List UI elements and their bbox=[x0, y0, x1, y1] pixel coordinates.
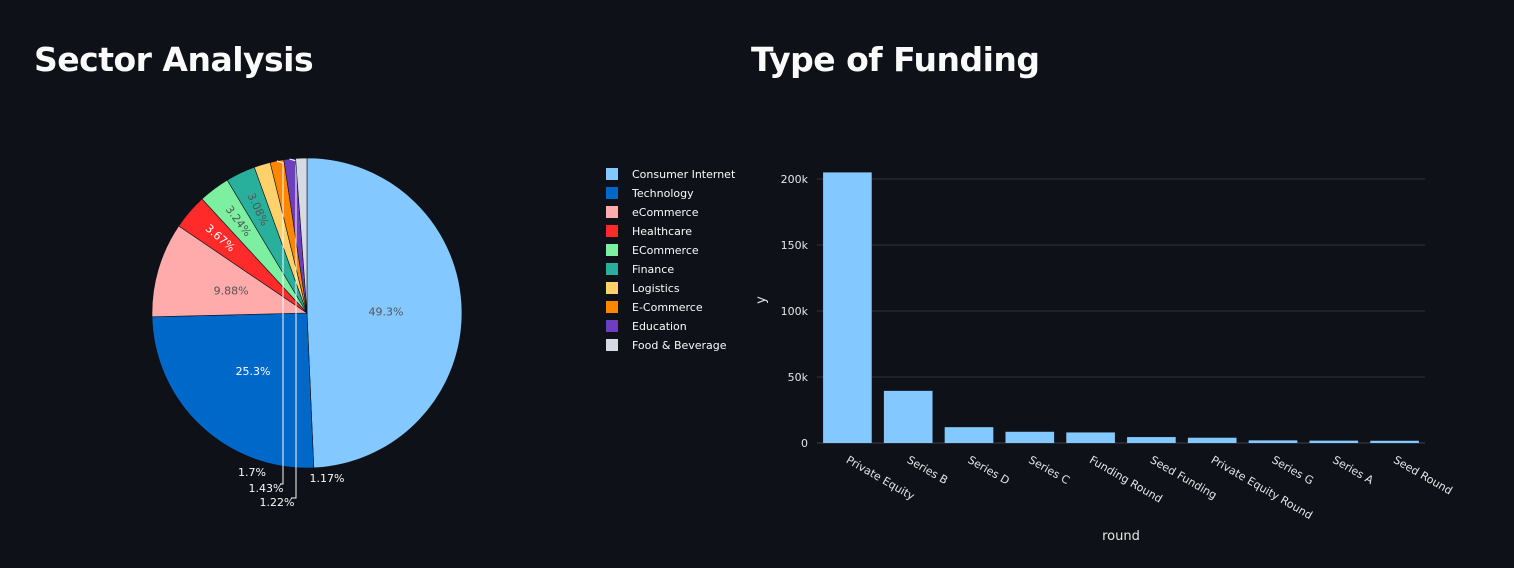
pie-chart: 49.3%25.3%9.88%3.67%3.24%3.08%1.7%1.43%1… bbox=[151, 157, 463, 509]
pie-chart-title: Sector Analysis bbox=[34, 40, 314, 79]
pie-label-e-commerce: 1.43% bbox=[249, 482, 284, 495]
y-tick-label: 50k bbox=[788, 371, 809, 384]
pie-slice-ecommerce[interactable] bbox=[151, 225, 308, 318]
legend-swatch bbox=[606, 320, 618, 332]
legend-item-e-commerce[interactable]: E-Commerce bbox=[606, 301, 703, 314]
pie-slice-technology[interactable] bbox=[151, 312, 315, 469]
x-tick-label: Series C bbox=[1026, 453, 1072, 487]
y-axis-title: y bbox=[754, 296, 769, 304]
legend-swatch bbox=[606, 339, 618, 351]
bar-series-a[interactable] bbox=[1309, 440, 1359, 443]
bar-seed-funding[interactable] bbox=[1127, 437, 1176, 443]
legend-item-food-and-beverage[interactable]: Food & Beverage bbox=[606, 339, 727, 352]
x-tick-label: Series G bbox=[1270, 453, 1316, 487]
pie-label-ecommerce: 9.88% bbox=[214, 285, 249, 298]
legend-label: Logistics bbox=[632, 282, 680, 295]
legend-swatch bbox=[606, 301, 618, 313]
legend-label: Technology bbox=[631, 187, 694, 200]
legend-item-ecommerce[interactable]: eCommerce bbox=[606, 206, 699, 219]
y-tick-label: 200k bbox=[781, 173, 809, 186]
legend-label: E-Commerce bbox=[632, 301, 703, 314]
x-tick-label: Series A bbox=[1330, 453, 1376, 487]
pie-label-technology: 25.3% bbox=[236, 365, 271, 378]
legend-item-logistics[interactable]: Logistics bbox=[606, 282, 680, 295]
legend-label: Consumer Internet bbox=[632, 168, 736, 181]
bar-chart-title: Type of Funding bbox=[751, 40, 1040, 79]
legend-swatch bbox=[606, 206, 618, 218]
pie-label-logistics: 1.7% bbox=[238, 466, 266, 479]
legend-label: eCommerce bbox=[632, 206, 699, 219]
bar-private-equity[interactable] bbox=[823, 172, 872, 443]
legend-label: Finance bbox=[632, 263, 674, 276]
x-tick-label: Series B bbox=[905, 453, 950, 487]
legend-item-consumer-internet[interactable]: Consumer Internet bbox=[606, 168, 736, 181]
legend-swatch bbox=[606, 187, 618, 199]
x-tick-label: Series D bbox=[966, 453, 1012, 487]
bar-seed-round[interactable] bbox=[1370, 440, 1419, 443]
legend-item-education[interactable]: Education bbox=[606, 320, 687, 333]
legend-swatch bbox=[606, 168, 618, 180]
bar-series-d[interactable] bbox=[944, 427, 994, 443]
legend-label: ECommerce bbox=[632, 244, 699, 257]
y-tick-label: 100k bbox=[781, 305, 809, 318]
y-tick-label: 150k bbox=[781, 239, 809, 252]
pie-slice-food-and-beverage[interactable] bbox=[295, 157, 308, 314]
pie-slice-consumer-internet[interactable] bbox=[306, 157, 463, 469]
legend-item-ecommerce[interactable]: ECommerce bbox=[606, 244, 699, 257]
bar-funding-round[interactable] bbox=[1066, 432, 1115, 443]
pie-legend: Consumer Internet Technology eCommerce Heal… bbox=[606, 168, 736, 352]
legend-swatch bbox=[606, 282, 618, 294]
pie-leader-education bbox=[289, 158, 297, 499]
pie-leader-e-commerce bbox=[276, 160, 284, 485]
legend-label: Food & Beverage bbox=[632, 339, 727, 352]
bar-series-g[interactable] bbox=[1248, 440, 1298, 443]
pie-label-food-and-beverage: 1.17% bbox=[310, 472, 345, 485]
pie-label-consumer-internet: 49.3% bbox=[369, 305, 404, 318]
x-tick-label: Seed Round bbox=[1391, 453, 1454, 497]
legend-item-technology[interactable]: Technology bbox=[606, 187, 694, 200]
bar-private-equity-round[interactable] bbox=[1187, 437, 1237, 443]
x-axis-title: round bbox=[1102, 529, 1140, 544]
legend-swatch bbox=[606, 225, 618, 237]
bar-series-c[interactable] bbox=[1005, 431, 1055, 443]
pie-label-education: 1.22% bbox=[260, 496, 295, 509]
legend-item-finance[interactable]: Finance bbox=[606, 263, 674, 276]
legend-swatch bbox=[606, 244, 618, 256]
legend-label: Education bbox=[632, 320, 687, 333]
x-tick-label: Private Equity Round bbox=[1209, 453, 1315, 522]
legend-label: Healthcare bbox=[632, 225, 692, 238]
legend-swatch bbox=[606, 263, 618, 275]
legend-item-healthcare[interactable]: Healthcare bbox=[606, 225, 692, 238]
y-tick-label: 0 bbox=[801, 437, 808, 450]
bar-series-b[interactable] bbox=[883, 390, 933, 443]
